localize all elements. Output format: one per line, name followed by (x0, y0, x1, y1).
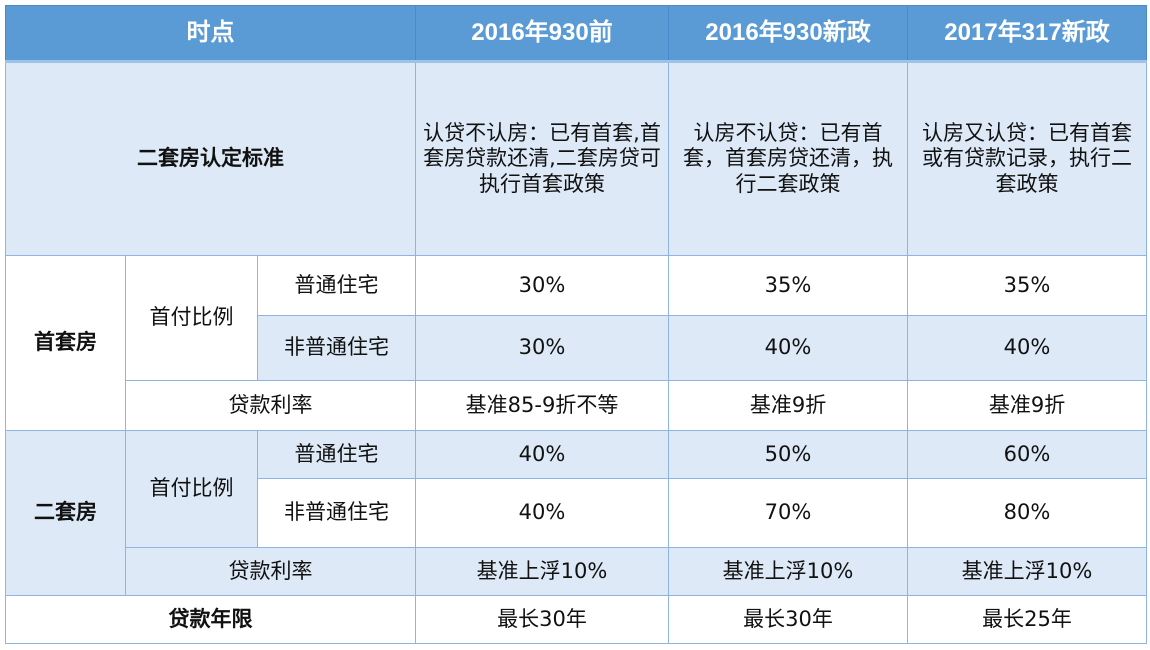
second-home-ordinary-value-1: 40% (415, 430, 670, 479)
loan-term-value-2: 最长30年 (668, 595, 909, 644)
first-home-non-ordinary-value-1: 30% (415, 315, 670, 381)
second-home-non-ordinary-row: 非普通住宅 40% 70% 80% (6, 478, 1148, 548)
first-home-non-ordinary-row: 非普通住宅 30% 40% 40% (6, 315, 1148, 381)
second-home-ordinary-row: 二套房 首付比例 普通住宅 40% 50% 60% (5, 430, 1148, 596)
header-period-1: 2016年930前 (415, 5, 670, 63)
criteria-value-1: 认贷不认房：已有首套,首套房贷款还清,二套房贷可执行首套政策 (415, 61, 670, 256)
header-row: 时点 2016年930前 2016年930新政 2017年317新政 (4, 5, 1148, 63)
first-home-rate-value-2: 基准9折 (668, 380, 909, 431)
second-home-down-payment-label: 首付比例 (125, 430, 258, 548)
second-home-non-ordinary-value-1: 40% (415, 478, 670, 548)
first-home-ordinary-row: 首套房 首付比例 普通住宅 30% 35% 35% (5, 255, 1148, 431)
first-home-rate-row: 贷款利率 基准85-9折不等 基准9折 基准9折 (6, 380, 1148, 431)
first-home-label: 首套房 (5, 255, 126, 431)
first-home-ordinary-value-2: 35% (668, 255, 909, 316)
second-home-non-ordinary-value-2: 70% (668, 478, 909, 548)
second-home-non-ordinary-label: 非普通住宅 (256, 478, 417, 548)
header-time-label: 时点 (4, 5, 417, 63)
loan-term-value-1: 最长30年 (415, 595, 670, 644)
first-home-down-payment-label: 首付比例 (125, 255, 258, 381)
loan-term-value-3: 最长25年 (907, 595, 1148, 644)
criteria-label: 二套房认定标准 (4, 61, 417, 256)
first-home-ordinary-value-3: 35% (907, 255, 1148, 316)
first-home-rate-value-1: 基准85-9折不等 (415, 380, 670, 431)
first-home-non-ordinary-label: 非普通住宅 (256, 315, 417, 381)
second-home-label: 二套房 (5, 430, 126, 596)
first-home-ordinary-value-1: 30% (415, 255, 670, 316)
loan-term-label: 贷款年限 (4, 595, 417, 644)
mortgage-policy-table: 时点 2016年930前 2016年930新政 2017年317新政 二套房认定… (4, 5, 1148, 644)
header-period-3: 2017年317新政 (907, 5, 1148, 63)
first-home-rate-value-3: 基准9折 (907, 380, 1148, 431)
criteria-row: 二套房认定标准 认贷不认房：已有首套,首套房贷款还清,二套房贷可执行首套政策 认… (4, 61, 1148, 256)
first-home-non-ordinary-value-3: 40% (907, 315, 1148, 381)
second-home-ordinary-label: 普通住宅 (256, 430, 417, 479)
first-home-ordinary-label: 普通住宅 (256, 255, 417, 316)
second-home-ordinary-value-2: 50% (668, 430, 909, 479)
first-home-non-ordinary-value-2: 40% (668, 315, 909, 381)
criteria-value-2: 认房不认贷：已有首套，首套房贷还清，执行二套政策 (668, 61, 909, 256)
second-home-rate-value-1: 基准上浮10% (415, 547, 670, 596)
second-home-rate-label: 贷款利率 (124, 547, 417, 596)
header-period-2: 2016年930新政 (668, 5, 909, 63)
first-home-rate-label: 贷款利率 (124, 380, 417, 431)
criteria-value-3: 认房又认贷：已有首套或有贷款记录，执行二套政策 (907, 61, 1148, 256)
second-home-rate-value-3: 基准上浮10% (907, 547, 1148, 596)
second-home-ordinary-value-3: 60% (907, 430, 1148, 479)
second-home-non-ordinary-value-3: 80% (907, 478, 1148, 548)
second-home-rate-value-2: 基准上浮10% (668, 547, 909, 596)
second-home-rate-row: 贷款利率 基准上浮10% 基准上浮10% 基准上浮10% (6, 547, 1148, 596)
loan-term-row: 贷款年限 最长30年 最长30年 最长25年 (4, 595, 1148, 644)
